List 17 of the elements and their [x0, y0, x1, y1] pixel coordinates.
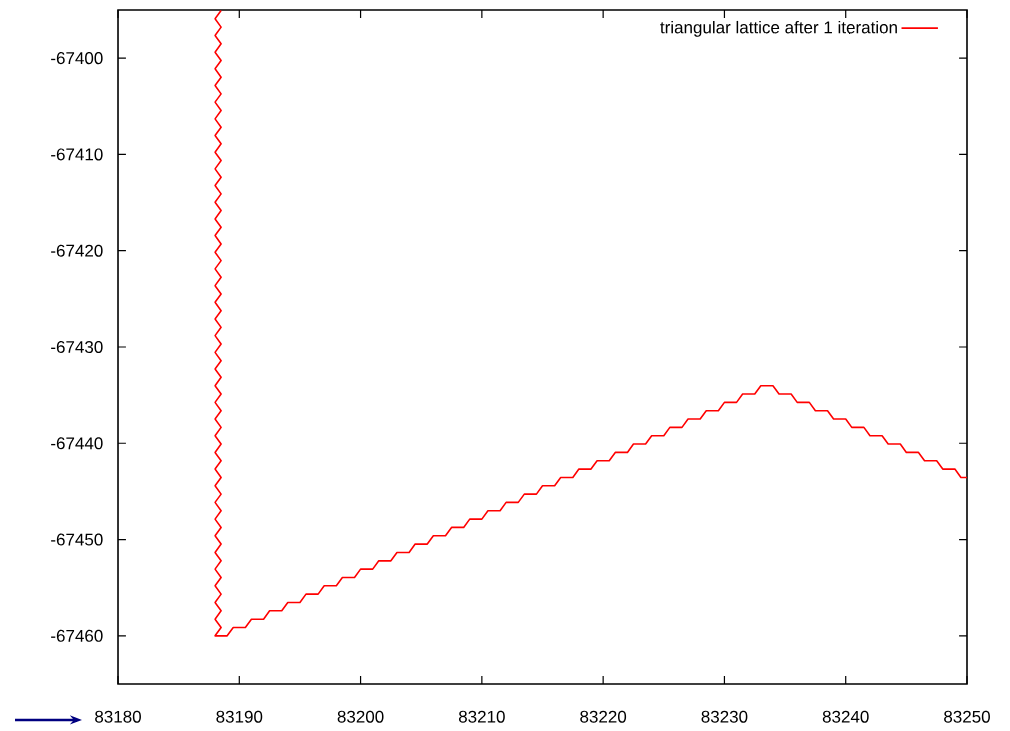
- x-tick-label: 83200: [337, 710, 384, 723]
- x-tick-label: 83230: [701, 710, 748, 723]
- x-tick-label: 83210: [458, 710, 505, 723]
- y-tick-label: -67410: [51, 148, 103, 161]
- y-tick-label: -67400: [51, 52, 103, 65]
- x-tick-label: 83220: [580, 710, 627, 723]
- y-tick-label: -67420: [51, 244, 103, 257]
- x-tick-label: 83180: [95, 710, 141, 723]
- legend-label: triangular lattice after 1 iteration: [660, 20, 897, 37]
- x-tick-label: 83250: [944, 710, 990, 723]
- line-series: [214, 9, 967, 637]
- x-tick-label: 83240: [822, 710, 869, 723]
- y-tick-label: -67450: [51, 533, 103, 546]
- y-tick-label: -67440: [51, 437, 103, 450]
- x-tick-label: 83190: [216, 710, 263, 723]
- y-tick-label: -67430: [51, 340, 103, 354]
- y-tick-label: -67460: [51, 629, 103, 642]
